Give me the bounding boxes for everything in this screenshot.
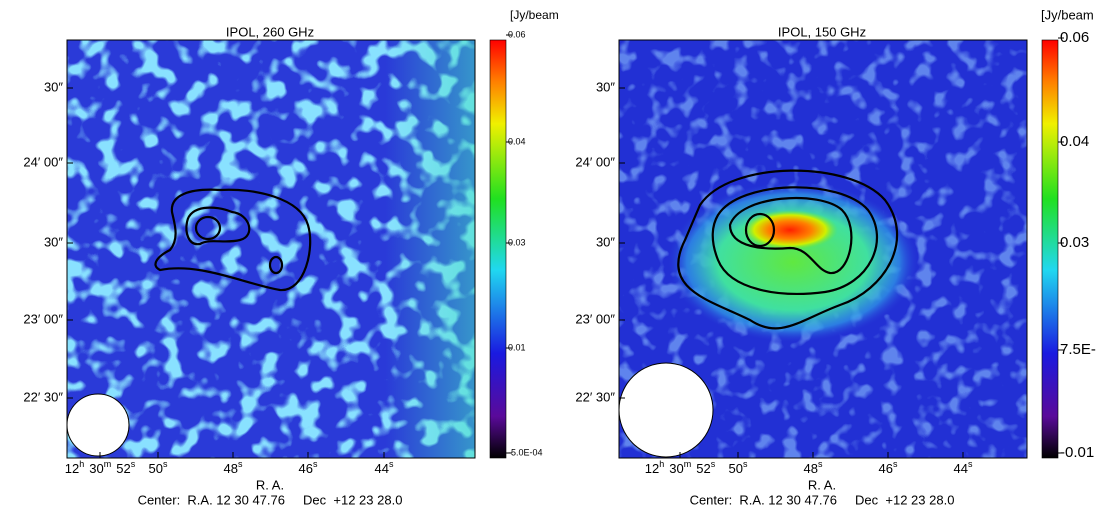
colorbar-label: 0.04: [508, 136, 526, 146]
ra-value: 46: [879, 461, 893, 476]
colorbar-label: 0.04: [1060, 133, 1089, 150]
contours: [677, 169, 899, 330]
dec-label: 23′ 00″: [575, 311, 615, 326]
contour: [194, 215, 222, 241]
colorbar-label: -5.0E-04: [508, 447, 543, 457]
ra-unit: s: [818, 459, 823, 469]
ra-value: 46: [299, 461, 313, 476]
colorbar-label: -0.01: [1060, 444, 1094, 461]
colorbar-label: 0.01: [508, 342, 526, 352]
image-edge: [67, 40, 475, 458]
center-note: Center: R.A. 12 30 47.76 Dec +12 23 28.0: [690, 492, 955, 507]
ra-value: 44: [375, 461, 389, 476]
ra-value: 30: [669, 461, 683, 476]
ra-unit: m: [684, 459, 692, 469]
dec-label: 30″: [596, 234, 615, 249]
ra-unit: s: [131, 459, 136, 469]
ra-unit: s: [711, 459, 716, 469]
frame: [618, 39, 1028, 459]
ra-unit: h: [659, 459, 664, 469]
ra-label: 46s​: [879, 459, 898, 476]
colorbar-unit: [Jy/beam: [1041, 7, 1094, 22]
contour: [744, 212, 776, 248]
ra-value: 12: [65, 461, 79, 476]
contour: [185, 206, 251, 246]
ra-unit: s: [238, 459, 243, 469]
ra-unit: s: [313, 459, 318, 469]
colorbar: [1041, 39, 1059, 459]
colorbar-label: 7.5E-: [1060, 341, 1096, 358]
ra-value: 52: [116, 461, 130, 476]
ra-unit: m: [104, 459, 112, 469]
contour: [728, 196, 853, 275]
image-260ghz: [67, 40, 475, 458]
dec-label: 23′ 00″: [23, 311, 63, 326]
ra-value: 30: [89, 461, 103, 476]
ra-label: 12h​30m​52s​: [645, 459, 716, 476]
ra-unit: s: [389, 459, 394, 469]
colorbar: [489, 39, 507, 459]
ra-unit: s: [968, 459, 973, 469]
colorbar-unit: [Jy/beam: [510, 8, 559, 22]
ra-unit: s: [743, 459, 748, 469]
ra-unit: s: [893, 459, 898, 469]
contour: [677, 169, 899, 330]
dec-label: 24′ 00″: [23, 154, 63, 169]
dec-label: 22′ 30″: [575, 389, 615, 404]
emission: [668, 182, 918, 342]
ra-value: 48: [804, 461, 818, 476]
contour: [268, 255, 284, 275]
ra-value: 50: [729, 461, 743, 476]
ra-value: 52: [696, 461, 710, 476]
x-axis-label: R. A.: [256, 477, 284, 492]
ra-value: 44: [954, 461, 968, 476]
frame: [66, 39, 476, 459]
colorbar-label: 0.03: [508, 237, 526, 247]
contour: [154, 188, 312, 292]
colorbar-label: 0.06: [1060, 29, 1089, 46]
panel-title: IPOL, 150 GHz: [778, 24, 866, 39]
ra-label: 44s​: [954, 459, 973, 476]
colorbar-label: 0.03: [1060, 234, 1089, 251]
ra-label: 48s​: [804, 459, 823, 476]
ra-label: 48s​: [224, 459, 243, 476]
ra-label: 50s​: [729, 459, 748, 476]
ra-unit: s: [163, 459, 168, 469]
emission-core: [742, 210, 838, 250]
contour: [711, 186, 878, 295]
ra-label: 50s​: [149, 459, 168, 476]
dec-label: 30″: [44, 234, 63, 249]
ra-label: 44s​: [375, 459, 394, 476]
dec-label: 30″: [596, 79, 615, 94]
beam: [67, 393, 130, 457]
contours: [154, 188, 312, 292]
colorbar-label: 0.06: [508, 29, 526, 39]
ra-value: 12: [645, 461, 659, 476]
image-150ghz: [619, 40, 1027, 458]
ra-label: 46s​: [299, 459, 318, 476]
ra-value: 50: [149, 461, 163, 476]
ra-label: 12h​30m​52s​: [65, 459, 136, 476]
dec-label: 24′ 00″: [575, 154, 615, 169]
ra-value: 48: [224, 461, 238, 476]
ra-unit: h: [79, 459, 84, 469]
beam: [619, 362, 714, 458]
x-axis-label: R. A.: [808, 477, 836, 492]
dec-label: 30″: [44, 79, 63, 94]
dec-label: 22′ 30″: [23, 389, 63, 404]
panel-title: IPOL, 260 GHz: [226, 24, 314, 39]
center-note: Center: R.A. 12 30 47.76 Dec +12 23 28.0: [138, 492, 403, 507]
